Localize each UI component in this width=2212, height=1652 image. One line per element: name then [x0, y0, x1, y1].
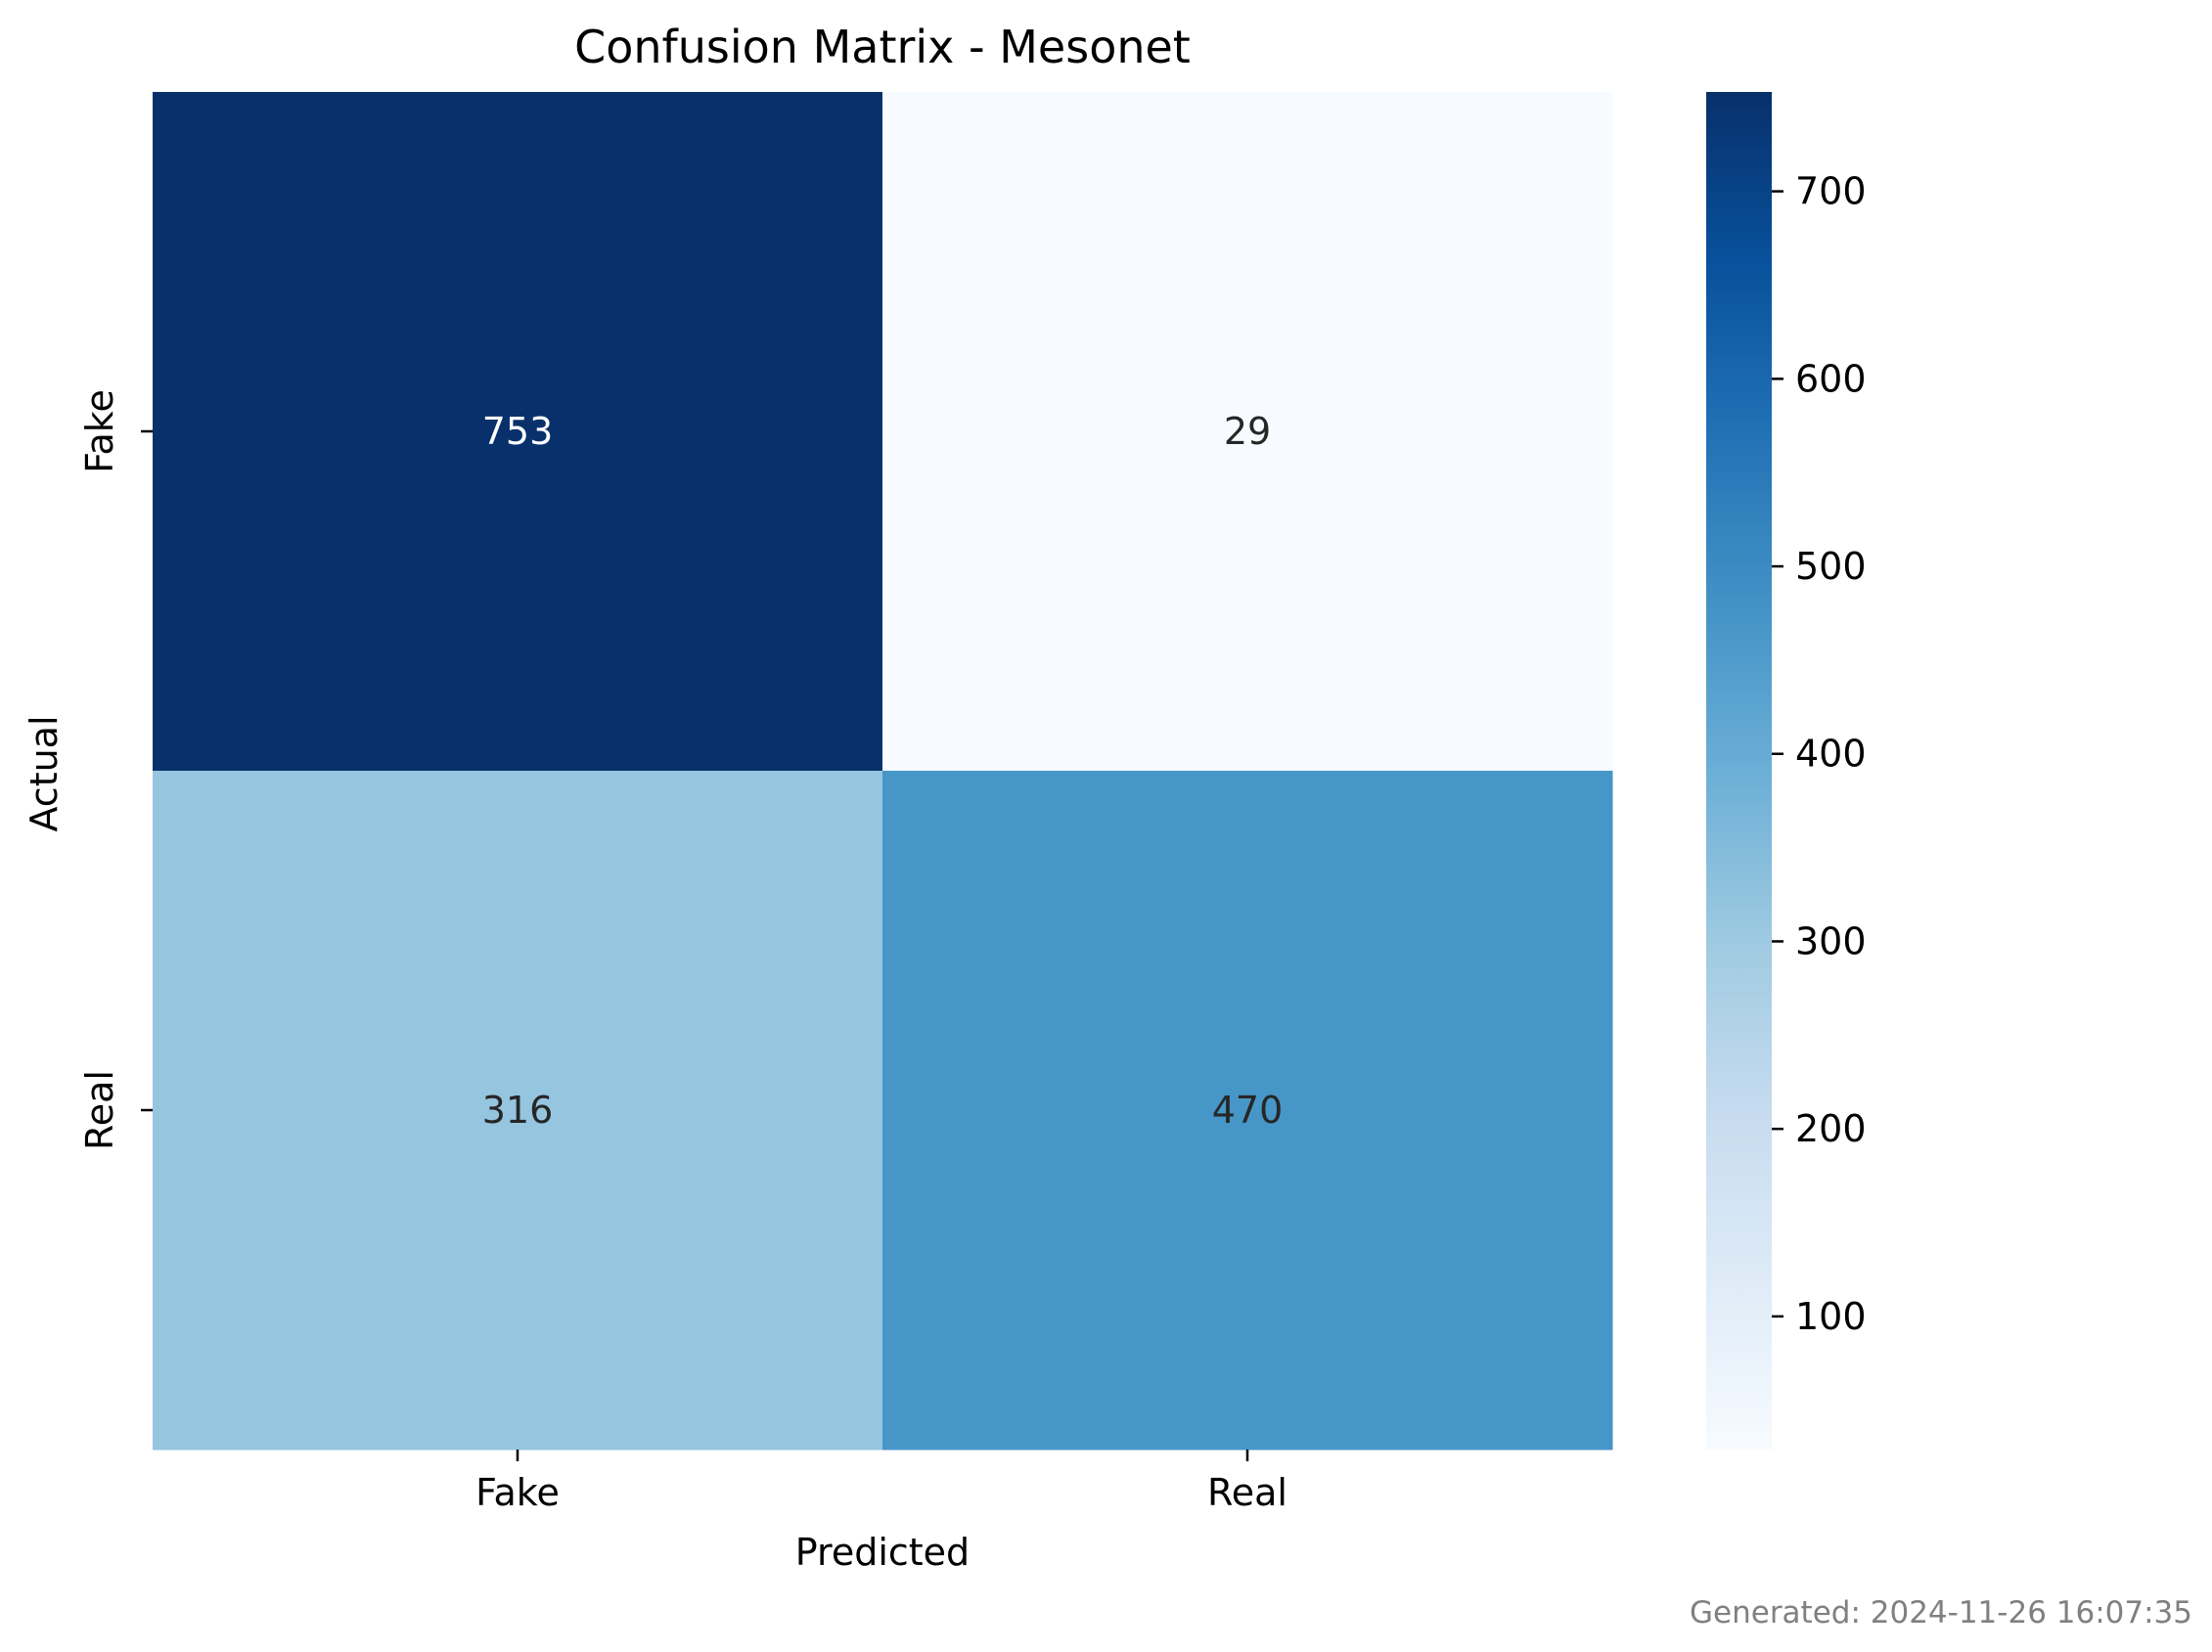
y-tick-label: Real [78, 1070, 121, 1150]
colorbar-tick-label: 300 [1795, 919, 1867, 962]
colorbar-tick-label: 100 [1795, 1295, 1867, 1338]
colorbar-tick-label: 400 [1795, 733, 1867, 776]
cell-annotation: 29 [1224, 410, 1271, 453]
heatmap-cell [153, 771, 883, 1451]
generated-timestamp: Generated: 2024-11-26 16:07:35 [1690, 1595, 2192, 1630]
y-tick-label: Fake [78, 389, 121, 473]
heatmap-cell [153, 92, 883, 772]
y-axis: Fake Real [78, 389, 153, 1150]
colorbar-ticks: 100 200 300 400 500 600 700 [1772, 170, 1867, 1338]
chart-title: Confusion Matrix - Mesonet [574, 21, 1191, 73]
heatmap-cells [153, 92, 1613, 1451]
cell-annotation: 753 [482, 410, 554, 453]
y-axis-label: Actual [23, 715, 66, 831]
cell-annotations: 753 29 316 470 [482, 410, 1284, 1132]
x-axis: Fake Real [475, 1450, 1287, 1514]
colorbar-tick-label: 500 [1795, 545, 1867, 588]
cell-annotation: 470 [1212, 1089, 1284, 1132]
colorbar-tick-label: 600 [1795, 357, 1867, 400]
heatmap-cell [882, 771, 1613, 1451]
colorbar-tick-label: 200 [1795, 1107, 1867, 1150]
x-axis-label: Predicted [795, 1531, 970, 1574]
colorbar [1706, 92, 1772, 1450]
colorbar-tick-label: 700 [1795, 170, 1867, 213]
heatmap-cell [882, 92, 1613, 772]
x-tick-label: Fake [475, 1471, 560, 1514]
cell-annotation: 316 [482, 1089, 554, 1132]
x-tick-label: Real [1207, 1471, 1287, 1514]
